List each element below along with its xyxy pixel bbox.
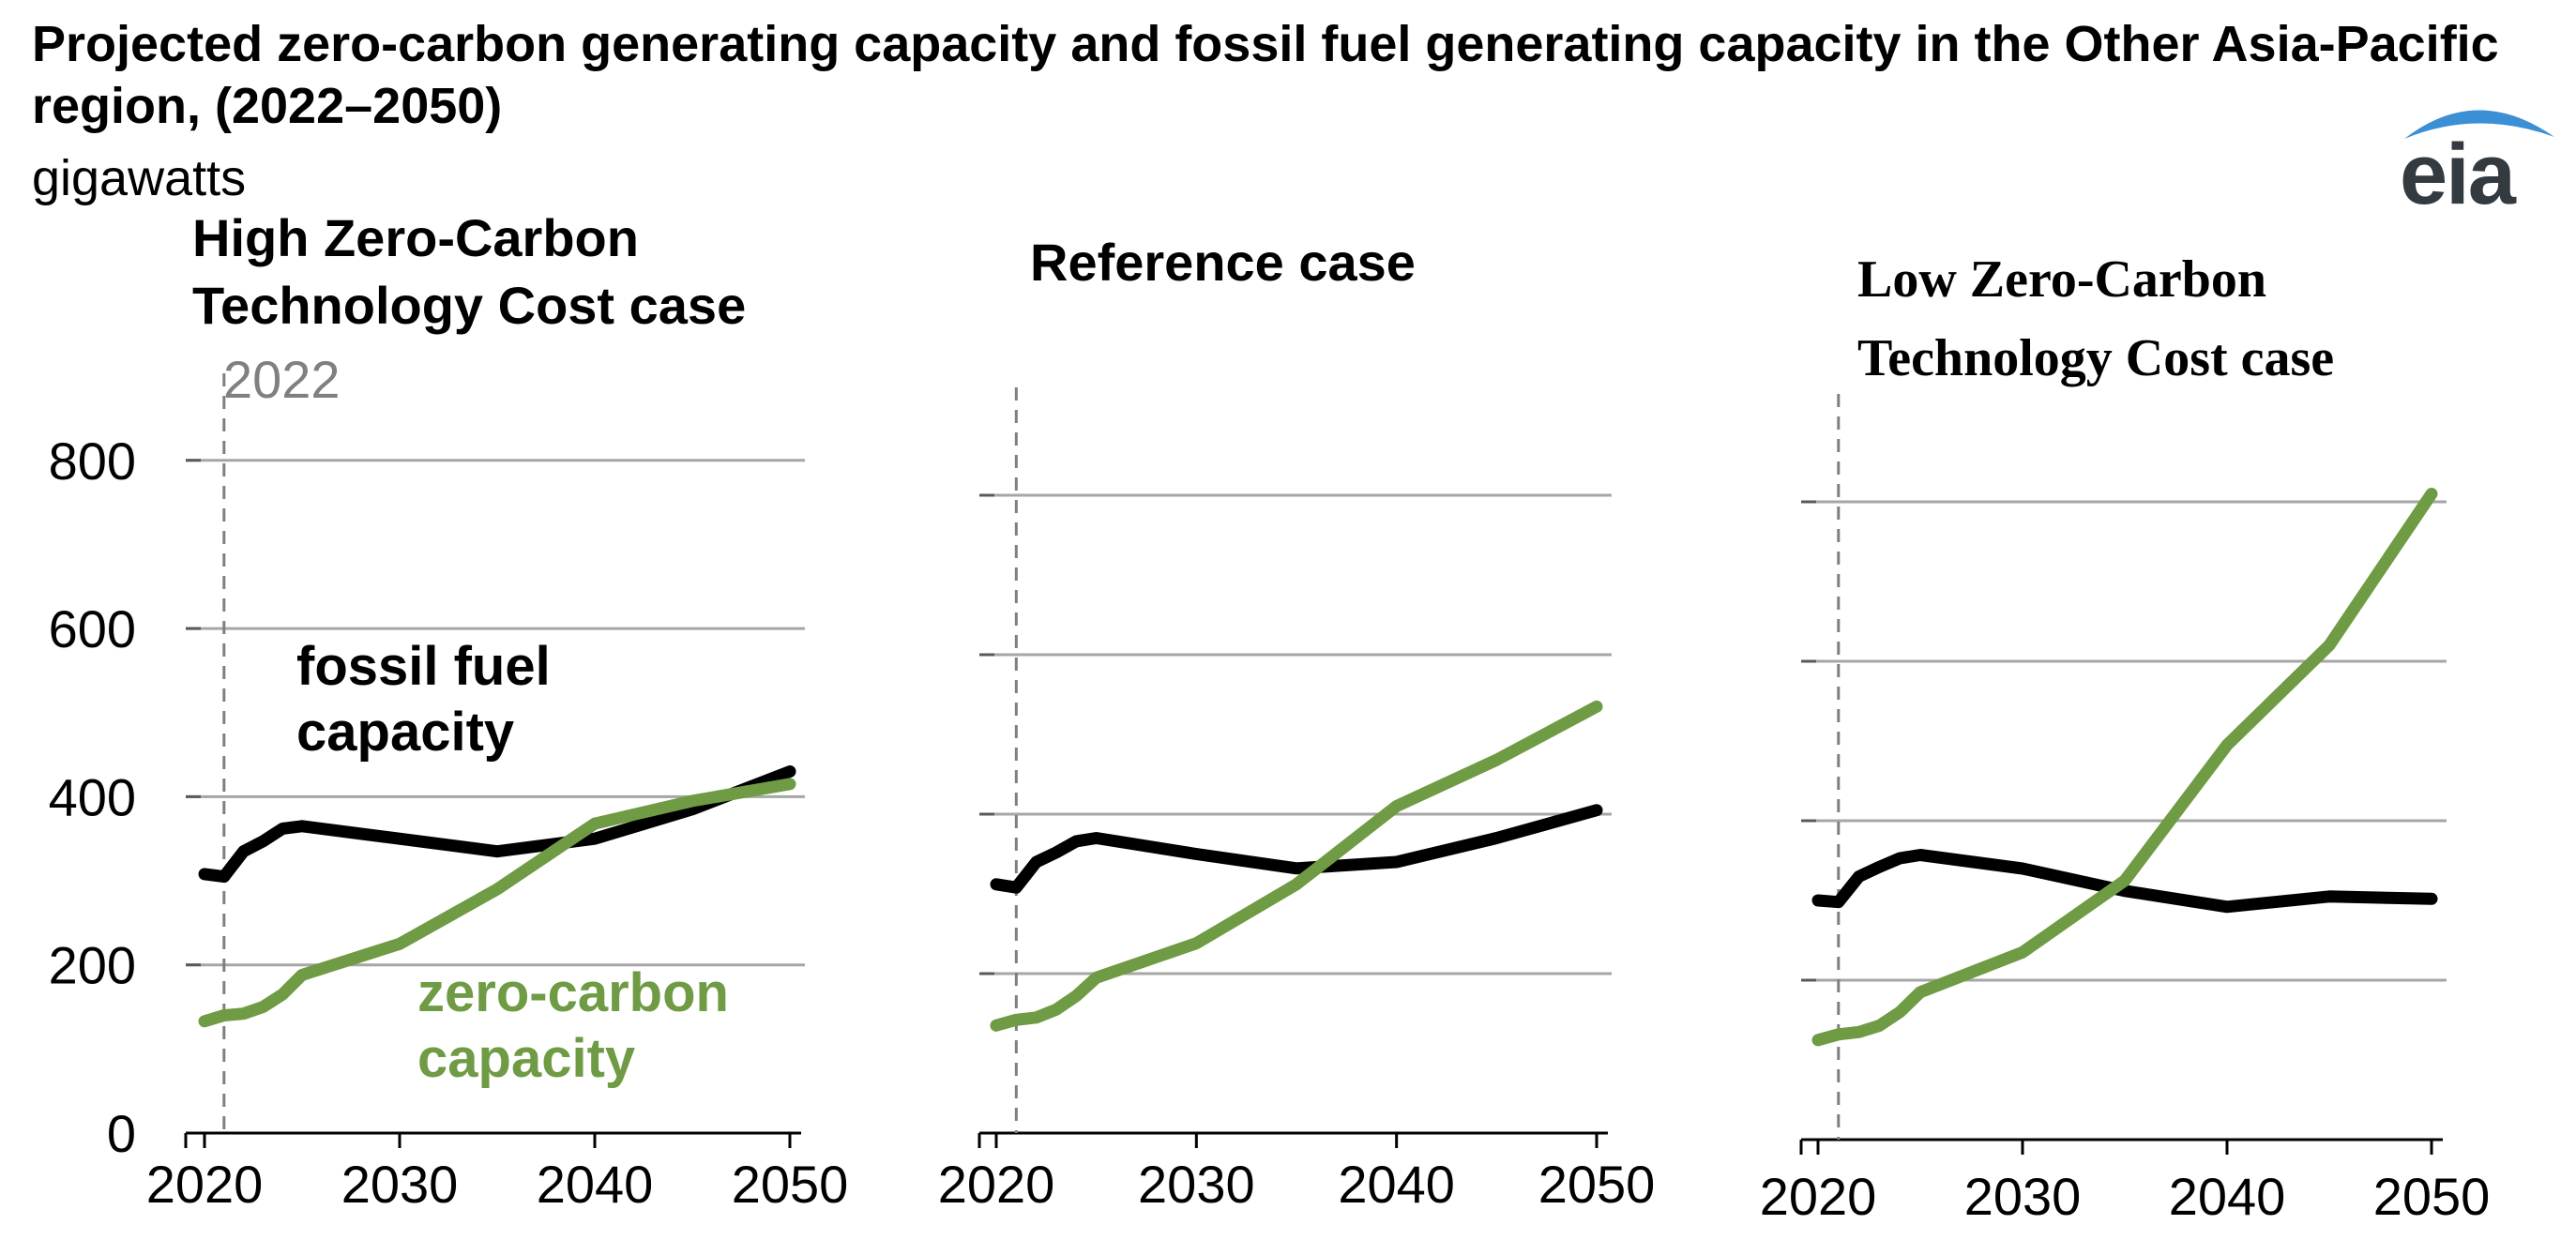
logo-text: eia [2400,127,2516,222]
fossil-fuel-line [198,765,796,884]
x-tick-label: 2030 [1138,1155,1255,1214]
chart-title: Projected zero-carbon generating capacit… [32,16,2499,134]
x-tick-label: 2020 [146,1155,264,1214]
x-tick-label: 2040 [537,1155,654,1214]
y-tick-label: 600 [49,599,136,658]
eia-logo [2404,110,2554,139]
zero-carbon-line [990,700,1603,1032]
panel-title-high-cost: High Zero-Carbon Technology Cost case [192,204,746,340]
panel-title-reference: Reference case [1030,229,1416,296]
zero-carbon-line [198,778,796,1028]
zero-carbon-line [1811,488,2438,1047]
start-year-label: 2022 [223,350,341,409]
panel-title-line: High Zero-Carbon [192,208,639,267]
y-tick-label: 800 [49,431,136,491]
units-label: gigawatts [32,150,247,206]
panel-title-line: Low Zero-Carbon [1857,250,2267,309]
x-tick-label: 2020 [1760,1167,1877,1226]
fossil-fuel-line [1811,849,2438,914]
series-label: zero-carbon [417,962,729,1023]
x-tick-label: 2030 [341,1155,459,1214]
y-tick-label: 400 [49,767,136,826]
x-tick-label: 2050 [1538,1155,1656,1214]
x-tick-label: 2050 [2373,1167,2491,1226]
series-label: capacity [417,1028,635,1089]
x-tick-label: 2040 [2169,1167,2286,1226]
y-tick-label: 200 [49,936,136,995]
x-tick-label: 2050 [732,1155,849,1214]
x-tick-label: 2040 [1338,1155,1455,1214]
panel-title-line: Reference case [1030,233,1416,292]
logo-swoosh-icon [2404,110,2554,139]
y-tick-label: 0 [107,1104,136,1163]
panel-title-line: Technology Cost case [192,276,747,335]
series-label: capacity [296,702,514,763]
panel-title-line: Technology Cost case [1857,329,2335,387]
x-tick-label: 2020 [938,1155,1055,1214]
x-tick-label: 2030 [1964,1167,2082,1226]
panel-title-low-cost: Low Zero-Carbon Technology Cost case [1857,240,2334,398]
fossil-fuel-line [990,804,1603,894]
series-label: fossil fuel [296,636,551,697]
